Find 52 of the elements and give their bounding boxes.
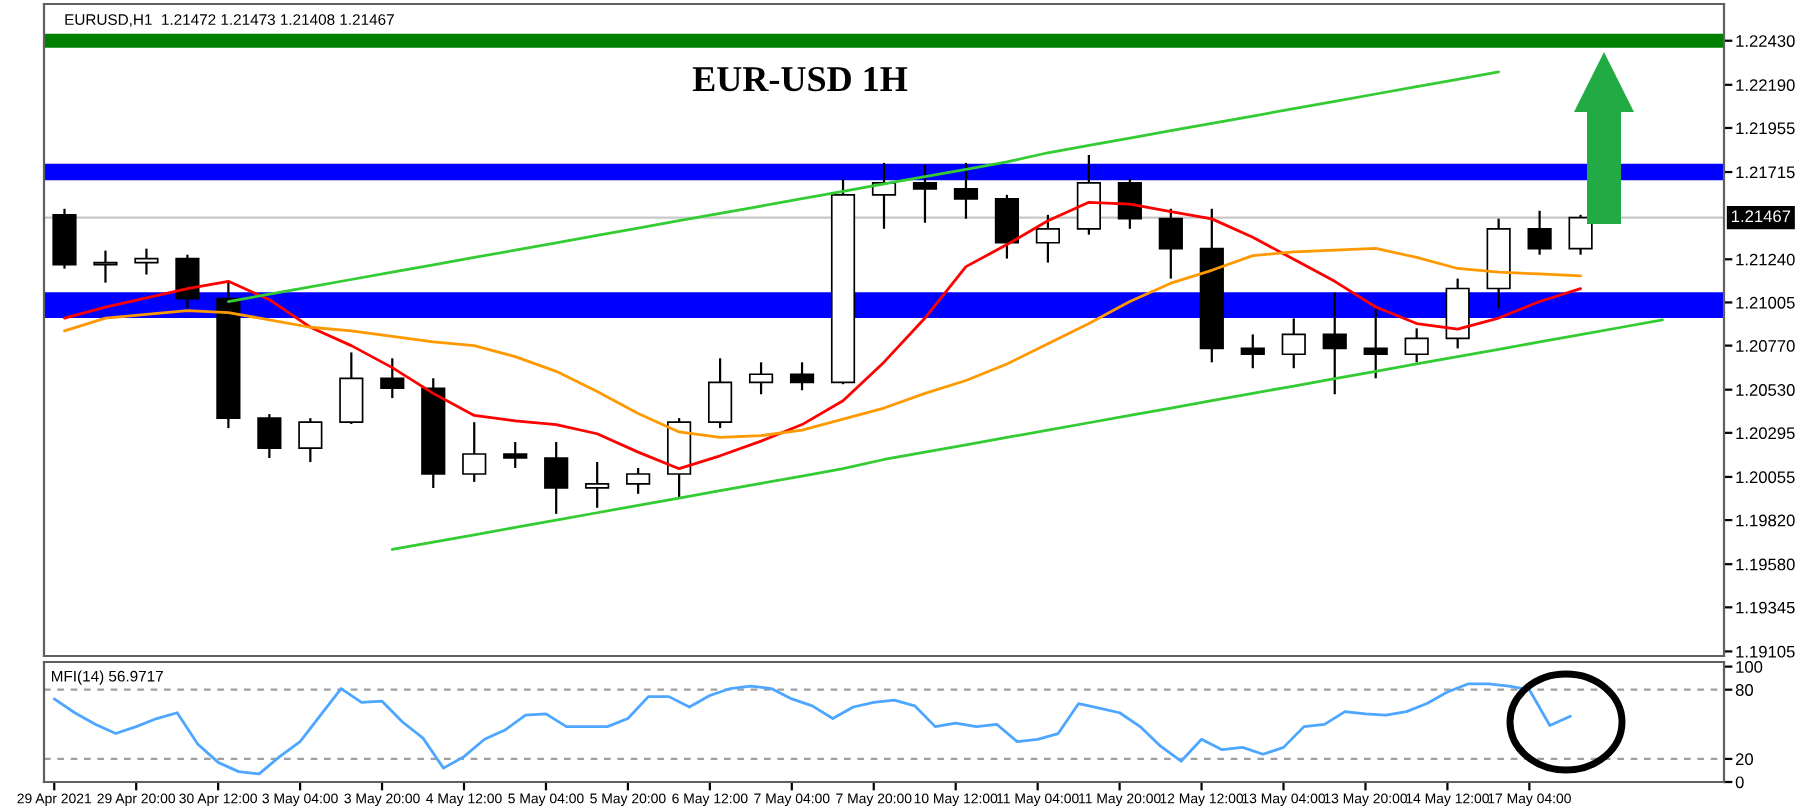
- candlestick: [1322, 291, 1347, 396]
- candlestick: [707, 357, 733, 430]
- candlestick: [1117, 177, 1142, 230]
- candlestick: [544, 440, 569, 515]
- y-tick-label: 1.19580: [1736, 558, 1795, 571]
- candlestick: [175, 253, 200, 310]
- line-series: [63, 246, 1582, 439]
- candlestick: [953, 161, 979, 220]
- candlestick: [1076, 153, 1101, 236]
- y-tick-label: 1.20295: [1736, 427, 1795, 440]
- ref-line-label: 1.21467: [1731, 210, 1791, 223]
- candlestick: [1158, 207, 1183, 280]
- y-tick-label: 1.20055: [1736, 471, 1795, 484]
- candlestick: [1281, 317, 1306, 370]
- y-tick-label: 0: [1735, 776, 1744, 789]
- candlestick: [257, 413, 282, 460]
- y-tick-label: 1.19105: [1736, 645, 1795, 658]
- candlestick: [503, 440, 528, 470]
- y-tick-label: 1.20530: [1736, 384, 1795, 396]
- y-tick-label: 1.22190: [1736, 79, 1795, 92]
- candlestick: [134, 247, 159, 276]
- candlestick: [748, 361, 774, 396]
- y-tick-label: 1.22430: [1736, 35, 1795, 47]
- candlestick: [1404, 327, 1429, 364]
- candlestick: [1035, 213, 1061, 264]
- line-series: [390, 318, 1664, 551]
- candlestick: [626, 466, 651, 495]
- candlestick: [912, 163, 938, 224]
- candlestick: [298, 417, 323, 464]
- candlestick: [462, 421, 487, 483]
- y-tick-label: 20: [1735, 753, 1753, 766]
- y-tick-label: 1.21715: [1736, 166, 1795, 179]
- y-tick-label: 1.21955: [1736, 122, 1795, 135]
- candlestick: [380, 357, 405, 400]
- candlestick: [585, 460, 610, 509]
- y-tick-label: 1.21005: [1736, 296, 1795, 309]
- y-tick-label: 1.21240: [1736, 253, 1795, 266]
- y-tick-label: 1.19345: [1736, 601, 1795, 614]
- y-tick-label: 80: [1735, 684, 1753, 696]
- candlestick: [1568, 213, 1593, 256]
- y-tick-label: 100: [1736, 661, 1763, 673]
- y-tick-label: 1.19820: [1736, 514, 1795, 527]
- candlestick: [1240, 333, 1265, 370]
- line-series: [227, 70, 1501, 303]
- text: EUR-USD 1H: [692, 67, 908, 92]
- line-series: [52, 682, 1572, 776]
- candlestick: [1527, 209, 1552, 256]
- y-tick-label: 1.20770: [1736, 340, 1795, 352]
- candlestick: [1363, 307, 1388, 380]
- candlestick: [994, 193, 1020, 260]
- candlestick: [339, 351, 364, 426]
- candlestick: [789, 361, 815, 392]
